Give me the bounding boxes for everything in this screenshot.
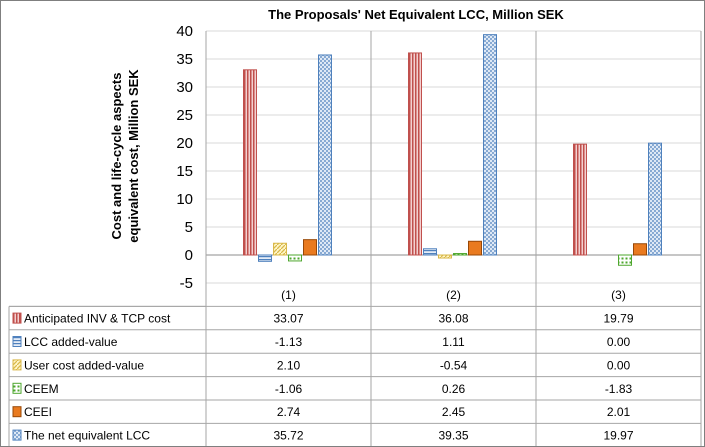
y-axis-ticks: -5 0 5 10 15 20 25 30 35 40 xyxy=(176,23,193,292)
data-label: 39.35 xyxy=(438,429,468,443)
legend-entry: The net equivalent LCC xyxy=(24,429,150,443)
bar xyxy=(258,254,272,262)
bar xyxy=(468,240,482,256)
legend-key xyxy=(12,406,22,418)
bar xyxy=(288,254,302,262)
y-tick-label: 30 xyxy=(176,79,193,96)
data-label: 0.26 xyxy=(442,382,466,396)
bar xyxy=(633,243,647,256)
legend-key xyxy=(12,359,22,371)
legend-entry: CEEM xyxy=(24,382,59,396)
bar xyxy=(303,239,317,256)
legend-entry: LCC added-value xyxy=(24,335,118,349)
bar xyxy=(408,52,422,256)
bar xyxy=(573,143,587,256)
data-label: 19.97 xyxy=(603,429,633,443)
data-label: 33.07 xyxy=(273,312,303,326)
legend-entry: CEEI xyxy=(24,405,52,419)
x-category-label: (1) xyxy=(281,288,296,302)
data-label: 0.00 xyxy=(607,358,631,372)
legend-key xyxy=(12,382,22,394)
x-category-label: (3) xyxy=(611,288,626,302)
bars xyxy=(243,34,662,266)
x-category-label: (2) xyxy=(446,288,461,302)
data-label: 19.79 xyxy=(603,312,633,326)
y-tick-label: 0 xyxy=(185,247,193,264)
y-tick-label: 35 xyxy=(176,51,193,68)
y-tick-label: 25 xyxy=(176,107,193,124)
data-label: -1.13 xyxy=(275,335,303,349)
y-axis-label-line-1: Cost and life-cycle aspects xyxy=(109,73,124,240)
y-tick-label: 5 xyxy=(185,219,193,236)
legend-key xyxy=(12,429,22,441)
y-tick-label: 20 xyxy=(176,135,193,152)
data-label: 2.10 xyxy=(277,358,301,372)
y-tick-label: 40 xyxy=(176,23,193,40)
bar xyxy=(648,142,662,256)
legend-entry: Anticipated INV & TCP cost xyxy=(24,312,171,326)
bar xyxy=(318,54,332,256)
data-label: 35.72 xyxy=(273,429,303,443)
data-label: 36.08 xyxy=(438,312,468,326)
bar xyxy=(453,253,467,256)
bar xyxy=(438,254,452,259)
bar xyxy=(423,248,437,256)
legend-entry: User cost added-value xyxy=(24,358,144,372)
data-label: 0.00 xyxy=(607,335,631,349)
data-label: 2.45 xyxy=(442,405,466,419)
bar xyxy=(483,34,497,256)
legend-key xyxy=(12,336,22,347)
chart-title: The Proposals' Net Equivalent LCC, Milli… xyxy=(268,7,564,22)
y-tick-label: -5 xyxy=(180,275,193,292)
data-label: 2.01 xyxy=(607,405,631,419)
data-label: 1.11 xyxy=(442,335,465,349)
data-label: 2.74 xyxy=(277,405,301,419)
data-label: -1.83 xyxy=(605,382,633,396)
legend-key xyxy=(12,312,22,324)
bar xyxy=(273,242,287,256)
y-tick-label: 15 xyxy=(176,163,193,180)
bar xyxy=(618,254,632,266)
bar xyxy=(243,69,257,256)
data-label: -1.06 xyxy=(275,382,303,396)
data-label: -0.54 xyxy=(440,358,468,372)
data-table: (1) (2) (3) Anticipated INV & TCP cost 33.07… xyxy=(8,31,702,446)
y-axis-label-line-2: equivalent cost, Million SEK xyxy=(126,69,141,243)
y-tick-label: 10 xyxy=(176,191,193,208)
